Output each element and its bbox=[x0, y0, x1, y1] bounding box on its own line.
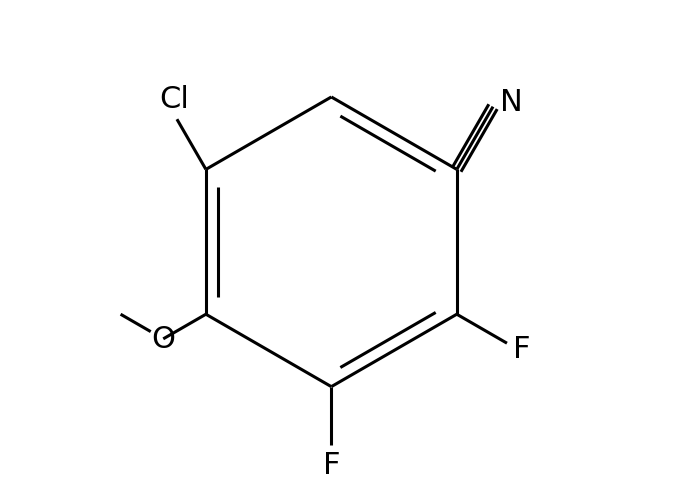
Text: Cl: Cl bbox=[160, 85, 190, 114]
Text: N: N bbox=[500, 88, 523, 117]
Text: O: O bbox=[151, 325, 175, 354]
Text: F: F bbox=[513, 334, 531, 363]
Text: F: F bbox=[323, 450, 340, 479]
